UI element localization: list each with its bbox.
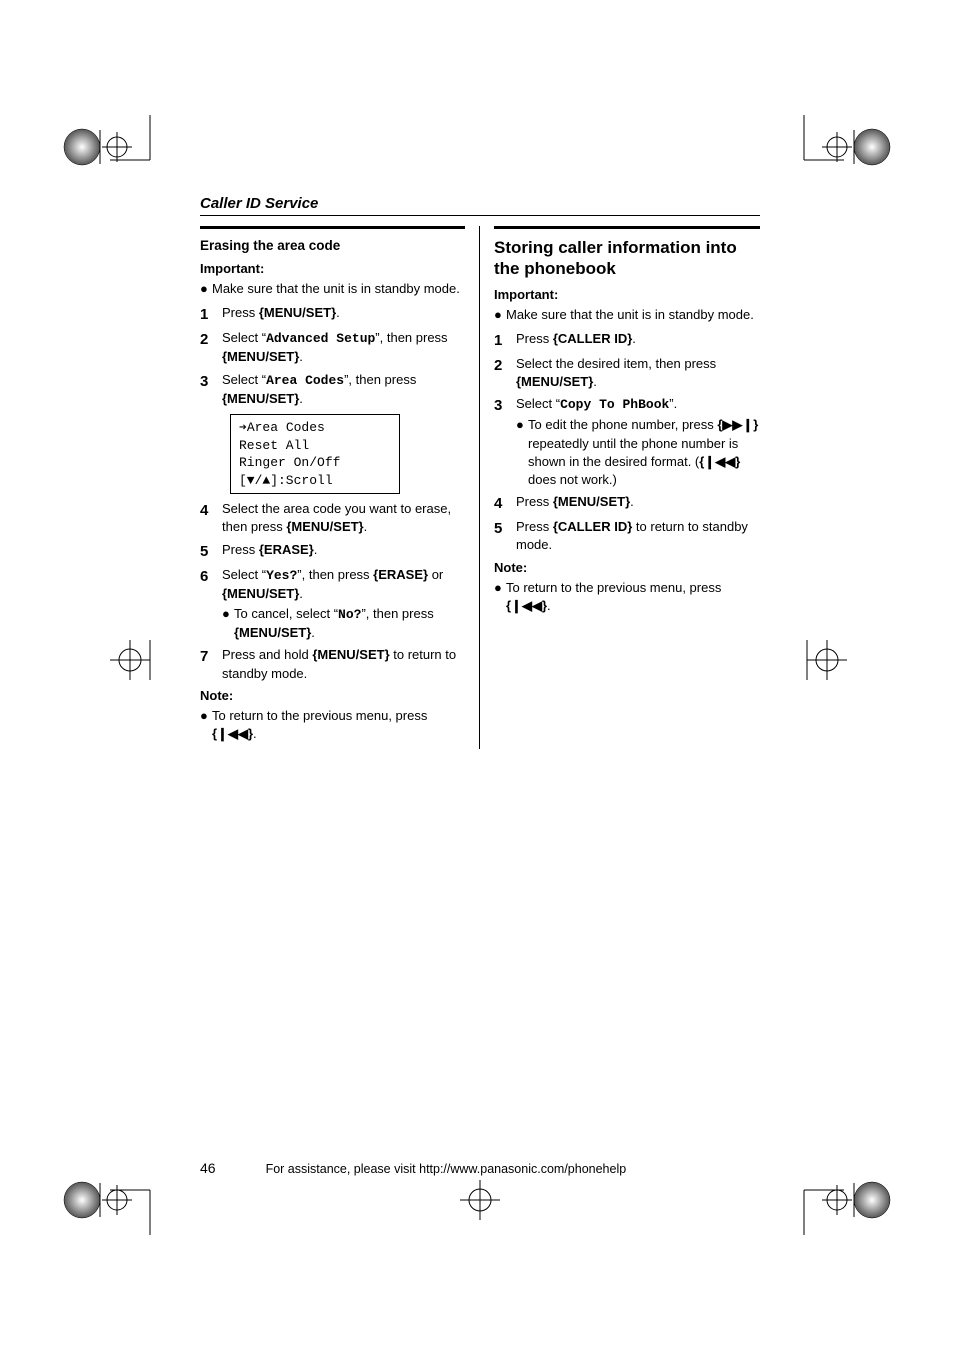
menu-option: Yes? — [266, 568, 297, 583]
registration-mark-icon — [62, 112, 132, 182]
menu-option: Advanced Setup — [266, 331, 375, 346]
page-number: 46 — [200, 1160, 216, 1176]
section-header: Caller ID Service — [200, 195, 760, 216]
erase-button: {ERASE} — [373, 567, 428, 582]
sub-note: ● To cancel, select “No?”, then press {M… — [222, 605, 465, 642]
step-4: 4 Select the area code you want to erase… — [200, 500, 465, 536]
right-column: Storing caller information into the phon… — [480, 226, 760, 749]
forward-button: {▶▶❙} — [717, 417, 758, 432]
step-3: 3 Select “Area Codes”, then press {MENU/… — [200, 371, 465, 408]
registration-mark-icon — [792, 625, 862, 695]
step-6: 6 Select “Yes?”, then press {ERASE} or {… — [200, 566, 465, 643]
left-column: Erasing the area code Important: ● Make … — [200, 226, 480, 749]
step-5: 5 Press {ERASE}. — [200, 541, 465, 562]
divider — [200, 226, 465, 229]
back-button: {❙◀◀} — [506, 598, 547, 613]
step-5: 5 Press {CALLER ID} to return to standby… — [494, 518, 760, 554]
menu-set-button: {MENU/SET} — [553, 494, 630, 509]
caller-id-button: {CALLER ID} — [553, 519, 632, 534]
step-1: 1 Press {MENU/SET}. — [200, 304, 465, 325]
menu-option: No? — [338, 607, 361, 622]
step-2: 2 Select the desired item, then press {M… — [494, 355, 760, 391]
important-label: Important: — [200, 260, 465, 278]
menu-set-button: {MENU/SET} — [286, 519, 363, 534]
erase-button: {ERASE} — [259, 542, 314, 557]
note-label: Note: — [494, 559, 760, 577]
divider — [494, 226, 760, 229]
menu-option: Area Codes — [266, 373, 344, 388]
step-7: 7 Press and hold {MENU/SET} to return to… — [200, 646, 465, 682]
important-label: Important: — [494, 286, 760, 304]
back-button: {❙◀◀} — [212, 726, 253, 741]
left-title: Erasing the area code — [200, 237, 465, 256]
footer-text: For assistance, please visit http://www.… — [266, 1162, 627, 1176]
step-3: 3 Select “Copy To PhBook”. ● To edit the… — [494, 395, 760, 489]
registration-mark-icon — [822, 1165, 892, 1235]
note-row: ● To return to the previous menu, press … — [200, 707, 465, 743]
caller-id-button: {CALLER ID} — [553, 331, 632, 346]
lcd-line: Reset All — [239, 437, 391, 455]
menu-set-button: {MENU/SET} — [222, 349, 299, 364]
menu-set-button: {MENU/SET} — [312, 647, 389, 662]
important-note: ● Make sure that the unit is in standby … — [494, 306, 760, 324]
lcd-line: ➔Area Codes — [239, 419, 391, 437]
menu-set-button: {MENU/SET} — [222, 586, 299, 601]
lcd-line: Ringer On/Off — [239, 454, 391, 472]
step-4: 4 Press {MENU/SET}. — [494, 493, 760, 514]
menu-set-button: {MENU/SET} — [234, 625, 311, 640]
registration-mark-icon — [95, 625, 165, 695]
page-footer: 46 For assistance, please visit http://w… — [200, 1160, 760, 1176]
registration-mark-icon — [62, 1165, 132, 1235]
step-2: 2 Select “Advanced Setup”, then press {M… — [200, 329, 465, 366]
menu-set-button: {MENU/SET} — [516, 374, 593, 389]
back-button: {❙◀◀} — [699, 454, 740, 469]
note-label: Note: — [200, 687, 465, 705]
lcd-display: ➔Area Codes Reset All Ringer On/Off [▼/▲… — [230, 414, 400, 494]
lcd-line: [▼/▲]:Scroll — [239, 472, 391, 490]
page-content: Caller ID Service Erasing the area code … — [200, 195, 760, 749]
menu-set-button: {MENU/SET} — [259, 305, 336, 320]
menu-set-button: {MENU/SET} — [222, 391, 299, 406]
note-row: ● To return to the previous menu, press … — [494, 579, 760, 615]
important-text: Make sure that the unit is in standby mo… — [506, 306, 754, 324]
important-text: Make sure that the unit is in standby mo… — [212, 280, 460, 298]
menu-option: Copy To PhBook — [560, 397, 669, 412]
right-title: Storing caller information into the phon… — [494, 237, 760, 280]
sub-note: ● To edit the phone number, press {▶▶❙} … — [516, 416, 760, 489]
step-1: 1 Press {CALLER ID}. — [494, 330, 760, 351]
important-note: ● Make sure that the unit is in standby … — [200, 280, 465, 298]
registration-mark-icon — [822, 112, 892, 182]
